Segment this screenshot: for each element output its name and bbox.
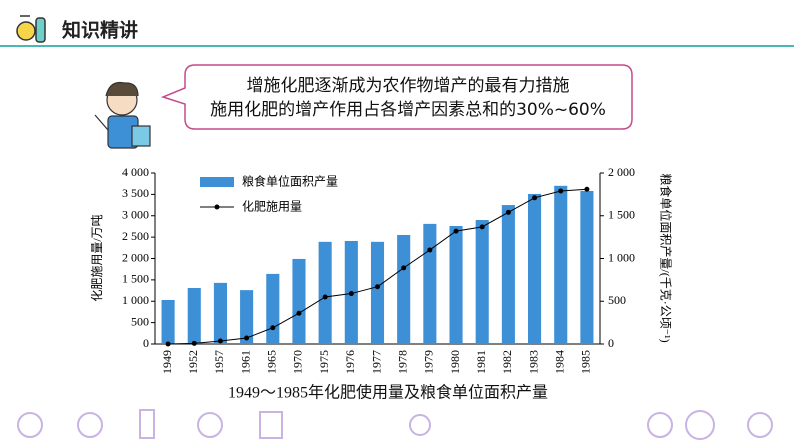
x-tick-label: 1976: [343, 350, 357, 374]
x-tick-label: 1982: [500, 350, 514, 374]
x-tick-label: 1957: [212, 350, 226, 374]
header-icon: [16, 15, 46, 43]
point: [244, 335, 250, 341]
x-tick-label: 1977: [369, 350, 383, 374]
x-tick-label: 1952: [186, 350, 200, 374]
point: [479, 224, 485, 230]
legend-swatch: [214, 204, 220, 210]
x-tick-label: 1949: [160, 350, 174, 374]
x-tick-label: 1961: [238, 350, 252, 374]
x-tick-label: 1985: [579, 350, 593, 374]
bar: [449, 226, 463, 344]
x-tick-label: 1970: [291, 350, 305, 374]
legend-label: 粮食单位面积产量: [242, 174, 338, 189]
point: [427, 247, 433, 253]
y2-tick-label: 2 000: [608, 165, 635, 179]
y2-tick-label: 500: [608, 293, 626, 307]
y-tick-label: 1 500: [122, 272, 149, 286]
bar: [475, 220, 489, 344]
point: [584, 186, 590, 192]
x-tick-label: 1980: [448, 350, 462, 374]
y-tick-label: 0: [143, 336, 149, 350]
x-tick-label: 1975: [317, 350, 331, 374]
speech-line: 增施化肥逐渐成为农作物增产的最有力措施: [247, 76, 570, 96]
point: [270, 325, 276, 331]
y-tick-label: 500: [131, 314, 149, 328]
point: [296, 310, 302, 316]
footer-icons: [17, 409, 773, 440]
point: [191, 340, 197, 346]
y2-tick-label: 0: [608, 336, 614, 350]
point: [532, 195, 538, 201]
bar: [370, 241, 385, 344]
point: [505, 209, 511, 215]
point: [348, 291, 354, 297]
x-tick-label: 1981: [474, 350, 488, 374]
speech-line: 施用化肥的增产作用占各增产因素总和的30%~60%: [210, 100, 606, 120]
legend-swatch: [200, 177, 234, 187]
point: [165, 341, 171, 347]
y2-tick-label: 1 500: [608, 208, 635, 222]
x-tick-label: 1983: [526, 350, 540, 374]
point: [322, 294, 328, 300]
y-tick-label: 3 000: [122, 208, 149, 222]
bar: [501, 205, 515, 344]
y-tick-label: 4 000: [122, 165, 149, 179]
bar: [161, 299, 175, 344]
y-tick-label: 1 000: [122, 293, 149, 307]
teacher: [94, 81, 151, 149]
bar: [266, 273, 280, 344]
point: [558, 188, 564, 194]
y-tick-label: 2 500: [122, 229, 149, 243]
y-axis-label: 化肥施用量/万吨: [90, 214, 104, 301]
y-tick-label: 3 500: [122, 186, 149, 200]
bar: [318, 241, 332, 344]
x-tick-label: 1978: [395, 350, 409, 374]
point: [401, 265, 407, 271]
point: [375, 284, 380, 290]
bar: [528, 193, 542, 344]
header-title: 知识精讲: [62, 19, 138, 42]
bar: [397, 234, 411, 344]
speech-bubble: [160, 64, 633, 130]
bar: [580, 190, 594, 344]
chart-title: 1949～1985年化肥使用量及粮食单位面积产量: [228, 384, 548, 402]
bar: [554, 185, 568, 344]
bar: [213, 282, 227, 344]
legend-label: 化肥施用量: [242, 200, 302, 214]
bar: [423, 223, 437, 344]
point: [453, 228, 459, 234]
bar: [292, 258, 306, 344]
x-tick-label: 1984: [552, 350, 566, 374]
y2-axis-label: 粮食单位面积产量/(千克·公顷⁻¹): [658, 173, 673, 342]
x-tick-label: 1979: [422, 350, 436, 374]
y2-tick-label: 1 000: [608, 250, 635, 264]
y-tick-label: 2 000: [122, 250, 149, 264]
point: [217, 338, 223, 344]
bar: [240, 290, 254, 344]
x-tick-label: 1965: [265, 350, 279, 374]
bar: [187, 287, 201, 344]
